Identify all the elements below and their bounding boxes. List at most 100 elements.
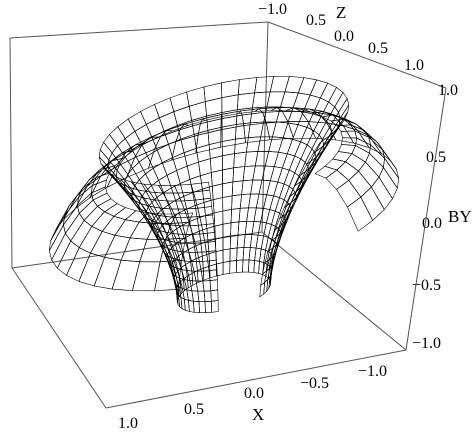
surface-patch [332,151,353,163]
box-edge [11,267,107,409]
surface-patch [186,86,206,107]
surface-patch [345,153,366,172]
surface-patch [275,106,294,124]
surface-patch [154,97,175,119]
surface-patch [271,210,280,227]
surface-patch [212,197,224,214]
surface-patch [264,151,279,167]
y-tick-label: 0.5 [426,149,446,166]
surface-patch [188,101,207,121]
surface-patch [238,207,249,223]
surface-patch [188,300,195,313]
surface-patch [262,110,289,124]
surface-patch [104,234,131,261]
surface-patch [126,148,155,178]
surface-patch [236,234,246,249]
surface-patch [145,117,165,138]
surface-patch [48,224,66,261]
z-axis-label: Z [336,3,346,22]
surface-patch [282,153,296,171]
surface-patch [279,183,290,201]
box-edge [105,349,407,409]
y-tick-label: 0.0 [422,215,442,232]
z-tick-label: −1.0 [258,1,287,18]
box-edge [261,21,269,233]
surface-patch [145,167,159,187]
surface-patch [242,247,251,261]
surface-patch [222,195,233,212]
surface-patch [159,111,178,132]
surface-patch [283,169,296,187]
surface-patch [175,195,188,214]
surface-patch [198,301,206,314]
surface-patch [99,141,113,161]
surface-patch [222,235,231,251]
surface-patch [204,300,213,314]
surface-patch [125,137,151,153]
surface-patch [336,161,359,181]
surface-patch [109,126,126,147]
surface-patch [222,153,235,171]
surface-patch [348,170,372,198]
surface-patch [229,247,238,262]
surface-patch [369,144,385,169]
surface-patch [336,179,362,208]
surface-patch [191,270,199,286]
surface-patch [236,92,255,111]
x-tick-label: −0.5 [300,375,329,392]
surface-patch [222,181,234,198]
surface-patch [203,290,212,303]
surface-patch [231,194,242,210]
surface-patch [176,165,191,184]
surface-patch [63,196,79,226]
z-tick-label: 0.5 [306,12,326,29]
surface-patch [234,137,249,154]
surface-patch [244,151,259,167]
surface-patch [294,141,308,160]
surface-patch [221,138,236,157]
surface [48,76,400,314]
surface-patch [239,193,251,209]
surface-patch [222,209,232,225]
surface-patch [222,248,231,263]
surface-patch [232,166,246,183]
surface-patch [140,136,158,157]
surface-patch [190,181,211,193]
surface-patch [347,196,374,232]
surface-patch [209,155,223,173]
x-axis-label: X [252,405,264,424]
surface-patch [209,279,219,292]
surface-patch [383,157,400,190]
surface-patch [259,281,265,298]
surface-patch [300,126,315,146]
surface-patch [179,178,194,197]
surface-patch [236,247,245,261]
box-edge [405,87,447,351]
surface-patch [229,260,237,274]
surface-patch [242,165,256,182]
box-edge [9,37,13,269]
surface-patch [325,169,350,190]
surface-patch [273,181,285,198]
surface-patch [122,143,145,154]
surface-patch [172,152,188,171]
surface-patch [158,184,179,194]
surface-patch [65,212,85,242]
surface-patch [222,222,232,238]
surface-patch [284,76,305,94]
surface-patch [292,124,308,143]
surface-patch [246,136,262,153]
surface-patch [63,205,80,235]
surface-patch [214,223,224,240]
surface-patch [103,133,118,154]
surface-patch [229,234,239,250]
x-tick-label: 0.0 [244,385,264,402]
box-edge [267,21,447,89]
surface-patch [382,149,399,179]
surface-patch [78,177,97,198]
z-tick-label: 0.5 [368,40,388,57]
surface-patch [211,183,224,201]
surface-patch [210,289,219,302]
surface-patch [152,162,168,181]
x-tick-label: 0.5 [184,401,204,418]
